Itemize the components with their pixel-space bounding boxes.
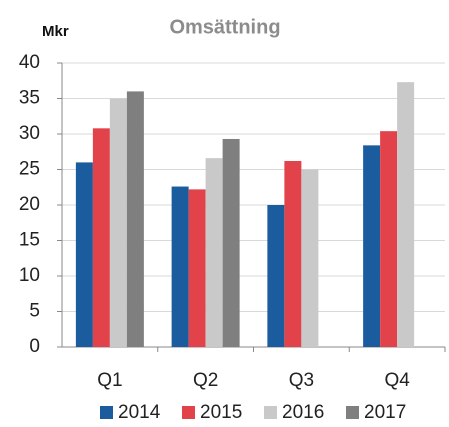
bar <box>301 169 319 347</box>
x-tick-label: Q1 <box>97 370 122 391</box>
bar <box>222 138 240 347</box>
bar <box>188 189 206 347</box>
legend-swatch <box>346 406 359 419</box>
bar <box>380 131 398 347</box>
legend-swatch <box>182 406 195 419</box>
bar <box>363 145 381 347</box>
x-tick-label: Q3 <box>289 370 314 391</box>
bar <box>267 205 285 347</box>
y-tick-label: 30 <box>19 123 40 144</box>
bar <box>284 160 302 347</box>
legend-swatch <box>264 406 277 419</box>
y-tick-label: 0 <box>29 336 40 357</box>
legend-label: 2015 <box>200 402 242 423</box>
x-tick-label: Q4 <box>384 370 410 391</box>
chart-title: Omsättning <box>169 16 280 38</box>
bar <box>171 186 189 347</box>
legend-label: 2017 <box>364 402 406 423</box>
x-tick-label: Q2 <box>193 370 218 391</box>
y-tick-label: 10 <box>19 265 40 286</box>
y-tick-label: 25 <box>19 159 40 180</box>
bar <box>75 162 93 347</box>
bar <box>397 82 415 348</box>
bar <box>92 128 110 347</box>
y-axis-label: Mkr <box>42 23 69 40</box>
y-tick-label: 20 <box>19 194 40 215</box>
bar <box>205 158 223 347</box>
legend-swatch <box>100 406 113 419</box>
legend-label: 2016 <box>282 402 324 423</box>
y-tick-label: 5 <box>29 301 40 322</box>
y-tick-label: 15 <box>19 230 40 251</box>
legend-label: 2014 <box>118 402 161 423</box>
bar <box>126 91 144 348</box>
y-tick-label: 40 <box>19 52 40 73</box>
bar <box>109 98 127 347</box>
y-tick-label: 35 <box>19 88 40 109</box>
